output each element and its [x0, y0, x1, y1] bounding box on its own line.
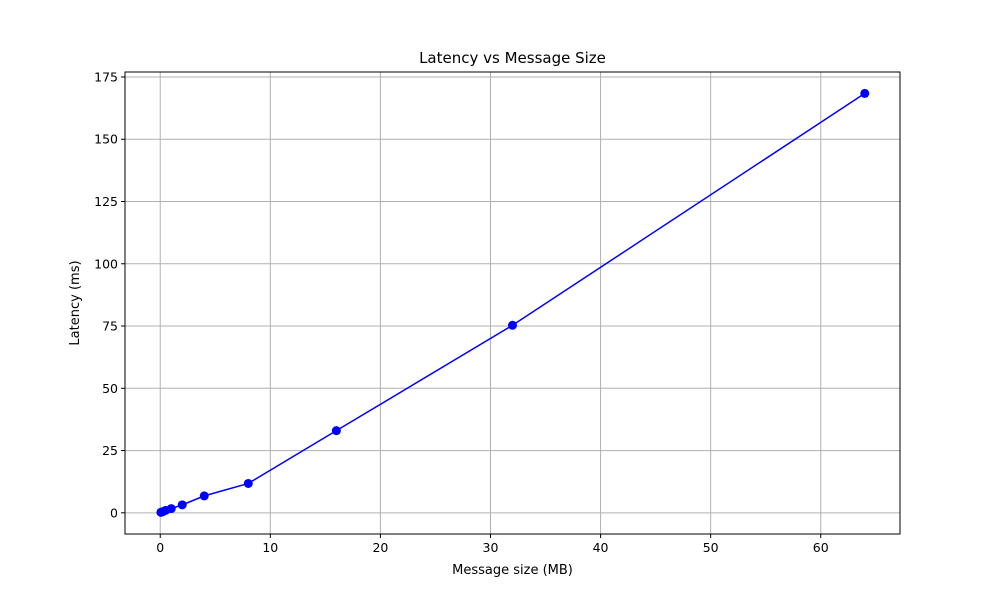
- y-tick-label: 75: [102, 319, 118, 334]
- x-tick-label: 50: [703, 540, 719, 555]
- x-tick-label: 30: [483, 540, 499, 555]
- y-tick-label: 25: [102, 443, 118, 458]
- y-tick-label: 100: [94, 256, 118, 271]
- data-point: [177, 500, 187, 510]
- plot-area-frame: [124, 71, 901, 535]
- series-layer: [156, 88, 870, 517]
- grid-lines: [125, 72, 900, 534]
- y-axis-title: Latency (ms): [68, 260, 83, 345]
- x-axis-title: Message size (MB): [452, 563, 573, 578]
- data-point: [199, 491, 209, 501]
- data-point: [508, 320, 517, 330]
- axis-ticks: 0 10 20 30 40 50 60 0 25 50 75 100 125 150 175: [94, 69, 829, 555]
- x-tick-label: 60: [813, 540, 829, 555]
- plot-area-background: [125, 72, 900, 534]
- data-point: [166, 504, 176, 514]
- data-point: [243, 478, 253, 488]
- y-tick-label: 175: [94, 69, 118, 84]
- data-point: [860, 88, 870, 98]
- x-tick-label: 0: [156, 540, 164, 555]
- x-tick-label: 40: [593, 540, 609, 555]
- data-point: [331, 426, 341, 436]
- y-tick-label: 125: [94, 194, 118, 209]
- x-tick-label: 10: [262, 540, 278, 555]
- chart-title: Latency vs Message Size: [419, 49, 606, 67]
- x-tick-label: 20: [372, 540, 388, 555]
- y-tick-label: 0: [110, 505, 118, 520]
- y-tick-label: 150: [94, 132, 118, 147]
- y-tick-label: 50: [102, 381, 118, 396]
